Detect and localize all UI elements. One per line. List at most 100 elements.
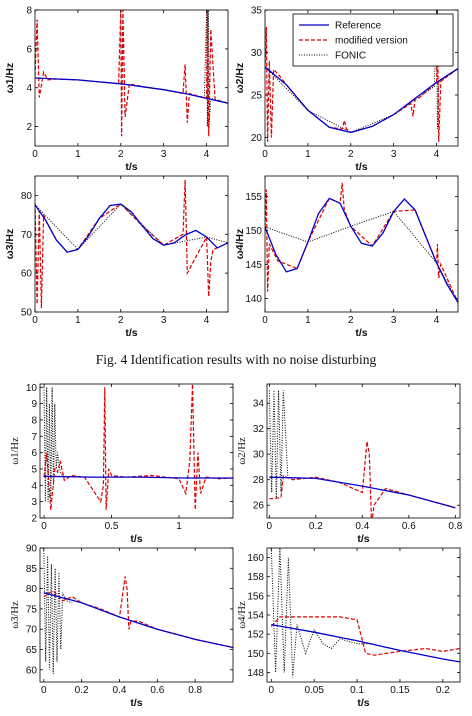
series-line-modified-version: [35, 179, 228, 309]
y-tick-label: 50: [21, 308, 33, 319]
x-tick-label: 0: [41, 521, 47, 532]
series-line-reference: [43, 592, 233, 649]
series-line-reference: [43, 475, 233, 479]
chart-panel-5: 0 0.5 1 2 3 4 5 6 7 8 9 10 t/s ω1/Hz: [10, 383, 234, 545]
y-tick-label: 4: [31, 481, 37, 492]
y-tick-label: 150: [245, 226, 262, 237]
x-tick-label: 2: [118, 315, 124, 326]
figure-caption: Fig. 4 Identification results with no no…: [95, 352, 377, 367]
y-tick-label: 60: [26, 665, 38, 676]
y-tick-label: 160: [247, 553, 264, 564]
x-axis-label: t/s: [130, 697, 142, 709]
y-tick-label: 25: [251, 91, 263, 102]
axes-frame: [34, 175, 229, 313]
legend-entry-label: Reference: [335, 21, 382, 32]
y-tick-label: 155: [245, 192, 262, 203]
x-tick-label: 0.8: [448, 521, 462, 532]
x-tick-label: 0.6: [402, 521, 416, 532]
x-tick-label: 1: [305, 315, 311, 326]
y-tick-label: 30: [251, 48, 263, 59]
axes-frame: [264, 9, 459, 147]
x-tick-label: 4: [204, 315, 210, 326]
x-tick-label: 1: [176, 521, 182, 532]
series-line-modified-version: [43, 384, 233, 510]
series-line-fonic: [265, 210, 458, 303]
x-axis-label: t/s: [125, 161, 137, 173]
x-tick-label: 3: [161, 315, 167, 326]
x-tick-label: 0: [262, 315, 268, 326]
x-tick-label: 0.05: [304, 685, 324, 696]
legend-entry-label: FONIC: [335, 51, 366, 62]
x-tick-label: 0.15: [390, 685, 410, 696]
x-tick-label: 4: [434, 315, 440, 326]
series-line-modified-version: [269, 441, 456, 518]
series-line-fonic: [270, 548, 375, 678]
y-tick-label: 65: [26, 645, 38, 656]
chart-panel-7: 0 0.2 0.4 0.6 0.8 60 65 70 75 80 85 90 t/s ω3/Hz: [10, 544, 234, 709]
series-line-fonic: [35, 203, 228, 251]
x-tick-label: 0: [269, 685, 275, 696]
x-tick-label: 0.2: [436, 685, 450, 696]
y-tick-label: 90: [26, 544, 38, 555]
y-tick-label: 2: [26, 122, 32, 133]
y-axis-label: ω3/Hz: [10, 601, 21, 629]
y-axis-label: ω1/Hz: [4, 63, 16, 93]
x-axis-label: t/s: [357, 533, 369, 545]
chart-panel-8: 0 0.05 0.1 0.15 0.2 148 150 152 154 156 158 160 t/s ω…: [237, 547, 461, 709]
x-tick-label: 1: [75, 149, 81, 160]
series-line-fonic: [268, 390, 289, 499]
series-line-modified-version: [43, 576, 233, 649]
y-axis-label: ω2/Hz: [234, 63, 246, 93]
x-tick-label: 0: [32, 315, 38, 326]
x-tick-label: 1: [305, 149, 311, 160]
series-line-modified-version: [35, 10, 228, 137]
series-line-modified-version: [265, 182, 458, 303]
chart-panel-4: 0 1 2 3 4 140 145 150 155 t/s ω4/Hz: [234, 175, 459, 339]
y-tick-label: 35: [251, 6, 263, 17]
y-axis-label: ω4/Hz: [237, 601, 248, 629]
x-tick-label: 3: [161, 149, 167, 160]
y-tick-label: 7: [31, 432, 37, 443]
y-tick-label: 10: [26, 383, 38, 394]
series-line-reference: [265, 197, 458, 303]
y-tick-label: 9: [31, 399, 37, 410]
x-axis-label: t/s: [125, 327, 137, 339]
x-axis-label: t/s: [355, 327, 367, 339]
y-tick-label: 158: [247, 572, 264, 583]
y-tick-label: 28: [253, 475, 265, 486]
y-tick-label: 150: [247, 649, 264, 660]
x-tick-label: 0: [41, 685, 47, 696]
y-tick-label: 30: [253, 450, 265, 461]
axes-frame: [266, 547, 461, 683]
axes-frame: [39, 547, 234, 683]
x-axis-label: t/s: [355, 161, 367, 173]
y-tick-label: 8: [26, 6, 32, 17]
x-tick-label: 0.2: [309, 521, 323, 532]
y-tick-label: 148: [247, 668, 264, 679]
series-line-fonic: [35, 10, 228, 127]
x-tick-label: 1: [75, 315, 81, 326]
axes-frame: [266, 383, 461, 519]
y-tick-label: 85: [26, 564, 38, 575]
y-tick-label: 6: [31, 448, 37, 459]
chart-panel-3: 0 1 2 3 4 50 60 70 80 t/s ω3/Hz: [4, 175, 229, 339]
y-tick-label: 145: [245, 260, 262, 271]
series-line-fonic: [265, 10, 458, 133]
series-line-fonic: [43, 387, 65, 502]
x-axis-label: t/s: [130, 533, 142, 545]
series-line-reference: [265, 66, 458, 134]
x-tick-label: 2: [348, 315, 354, 326]
chart-panel-6: 0 0.2 0.4 0.6 0.8 26 28 30 32 34 t/s ω2/Hz: [237, 383, 463, 545]
x-tick-label: 0.5: [105, 521, 119, 532]
x-tick-label: 0.8: [188, 685, 202, 696]
series-line-reference: [271, 623, 460, 663]
y-tick-label: 6: [26, 44, 32, 55]
series-line-reference: [35, 203, 228, 253]
x-tick-label: 0.4: [355, 521, 369, 532]
y-tick-label: 152: [247, 630, 264, 641]
x-axis-label: t/s: [357, 697, 369, 709]
y-tick-label: 8: [31, 415, 37, 426]
x-tick-label: 2: [118, 149, 124, 160]
legend-entry-label: modified version: [335, 36, 408, 47]
y-tick-label: 80: [21, 191, 33, 202]
